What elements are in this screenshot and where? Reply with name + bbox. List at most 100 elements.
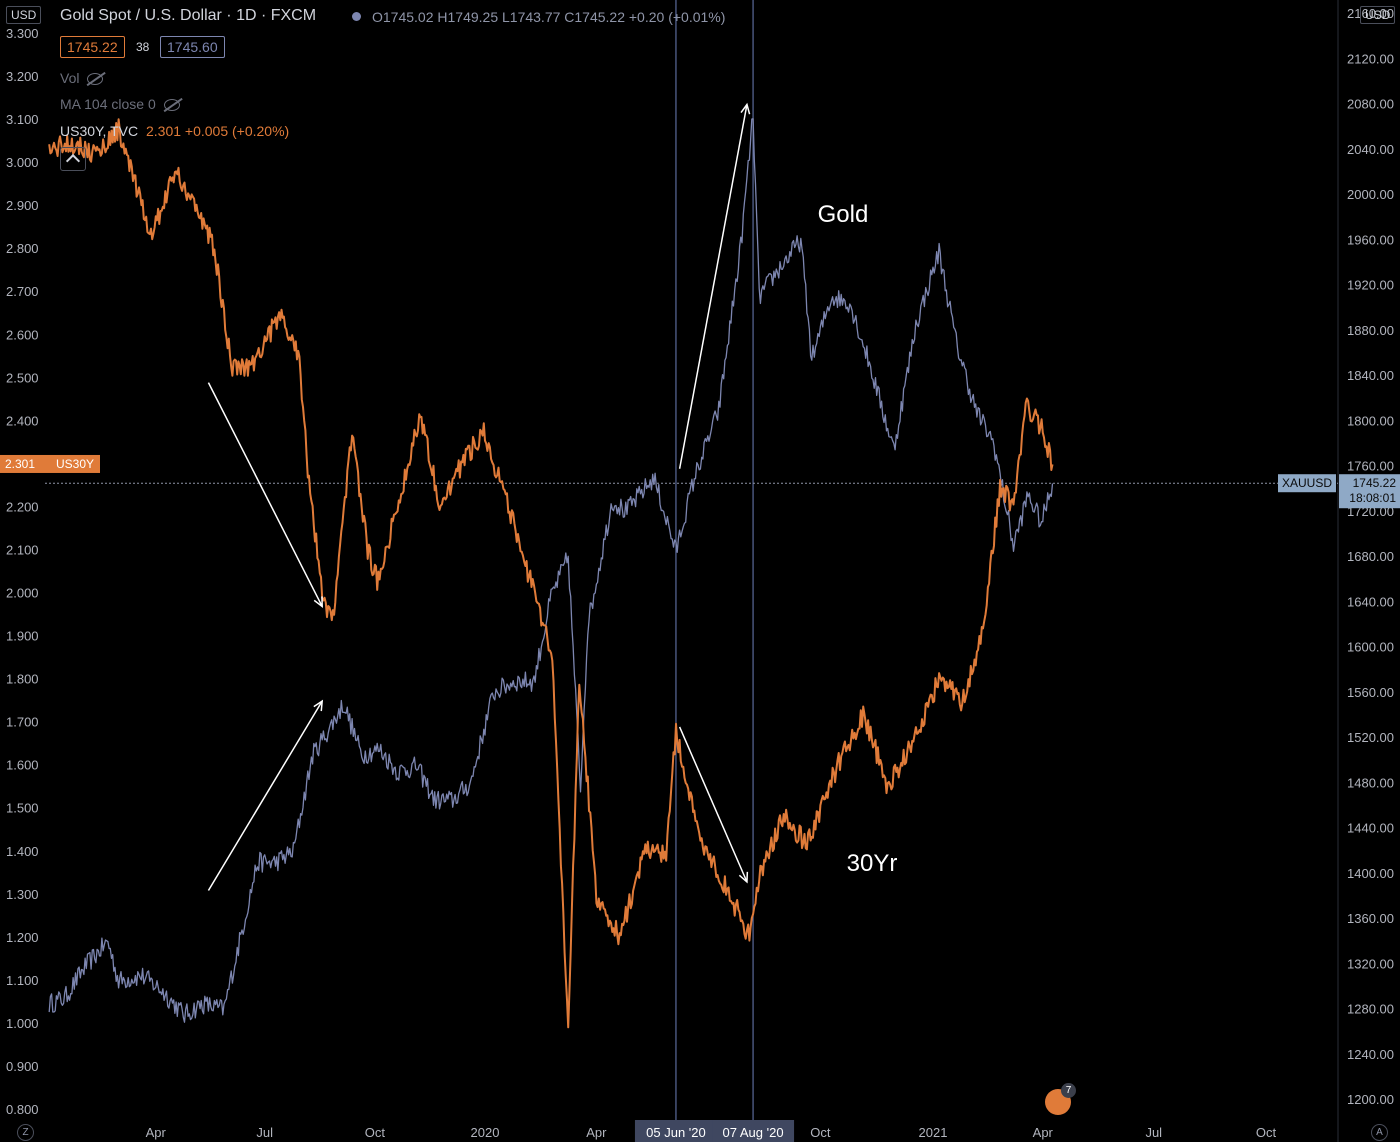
time-axis-tick-label: 05 Jun '20 <box>646 1125 706 1140</box>
left-axis-tick-label: 1.400 <box>6 844 39 859</box>
time-axis-tick-label: Oct <box>810 1125 831 1140</box>
trend-arrow-line <box>678 726 748 883</box>
trend-arrow-head <box>740 102 751 115</box>
left-axis-tick-label: 1.300 <box>6 887 39 902</box>
collapse-legend-button[interactable] <box>60 147 86 171</box>
xauusd-price-marker-value: 1745.22 <box>1353 476 1397 490</box>
right-axis-tick-label: 1480.00 <box>1347 775 1394 790</box>
annotation-arrows <box>207 102 751 891</box>
symbol-title[interactable]: Gold Spot / U.S. Dollar · 1D · FXCM <box>60 7 317 24</box>
time-axis-tick-label: Oct <box>1256 1125 1277 1140</box>
time-axis-tick-label: 07 Aug '20 <box>723 1125 784 1140</box>
us30y-price-marker-symbol: US30Y <box>56 457 94 471</box>
left-currency-badge[interactable]: USD <box>6 6 42 24</box>
left-axis-tick-label: 0.800 <box>6 1102 39 1117</box>
left-axis-tick-label: 2.700 <box>6 284 39 299</box>
left-axis-tick-label: 2.800 <box>6 241 39 256</box>
time-axis[interactable]: Apr Jul Oct 2020 Apr 05 Jun '20 07 Aug '20 Oct 2… <box>146 1120 1277 1142</box>
left-axis-tick-label: 2.600 <box>6 327 39 342</box>
hidden-eye-icon[interactable] <box>163 99 180 112</box>
time-axis-tick-label: Apr <box>586 1125 607 1140</box>
left-axis-tick-label: 2.200 <box>6 499 39 514</box>
spread-value: 38 <box>136 40 150 54</box>
ma-indicator-row[interactable]: MA 104 close 0 <box>60 96 180 112</box>
series-layer <box>48 118 1054 1029</box>
left-price-axis[interactable]: 3.300 3.200 3.100 3.000 2.900 2.800 2.700 2.600… <box>6 26 39 1117</box>
right-axis-tick-label: 2120.00 <box>1347 51 1394 66</box>
us30y-price-marker-value: 2.301 <box>5 457 35 471</box>
right-axis-tick-label: 1200.00 <box>1347 1092 1394 1107</box>
ask-price-box[interactable]: 1745.60 <box>160 36 225 58</box>
right-axis-tick-label: 1640.00 <box>1347 594 1394 609</box>
right-axis-tick-label: 1240.00 <box>1347 1047 1394 1062</box>
trend-arrow-head <box>313 699 324 712</box>
right-price-axis[interactable]: 2160.00 2120.00 2080.00 2040.00 2000.00 1960.… <box>1337 0 1394 1142</box>
left-axis-tick-label: 1.800 <box>6 672 39 687</box>
trend-arrow-head <box>738 871 749 884</box>
left-axis-tick-label: 1.900 <box>6 629 39 644</box>
left-axis-tick-label: 0.900 <box>6 1059 39 1074</box>
right-axis-tick-label: 1920.00 <box>1347 278 1394 293</box>
right-axis-tick-label: 2080.00 <box>1347 97 1394 112</box>
right-axis-tick-label: 1680.00 <box>1347 549 1394 564</box>
left-axis-tick-label: 2.900 <box>6 198 39 213</box>
left-axis-tick-label: 1.600 <box>6 758 39 773</box>
trend-arrow-head <box>313 596 323 608</box>
trend-arrow-line <box>207 382 323 607</box>
notification-count-badge: 7 <box>1061 1083 1076 1098</box>
right-axis-tick-label: 1960.00 <box>1347 232 1394 247</box>
trend-arrow-line <box>207 700 323 891</box>
right-axis-tick-label: 2160.00 <box>1347 6 1394 21</box>
right-axis-tick-label: 1280.00 <box>1347 1002 1394 1017</box>
left-axis-tick-label: 1.700 <box>6 715 39 730</box>
compare-symbol-label: US30Y, TVC <box>60 123 139 139</box>
left-axis-tick-label: 2.100 <box>6 542 39 557</box>
right-axis-tick-label: 1560.00 <box>1347 685 1394 700</box>
chevron-up-icon <box>65 153 81 169</box>
left-axis-tick-label: 1.000 <box>6 1016 39 1031</box>
yield-annotation-label[interactable]: 30Yr <box>847 850 898 877</box>
right-axis-tick-label: 1880.00 <box>1347 323 1394 338</box>
left-axis-tick-label: 3.000 <box>6 155 39 170</box>
left-axis-tick-label: 1.200 <box>6 930 39 945</box>
ma-indicator-label: MA 104 close 0 <box>60 96 156 112</box>
right-axis-tick-label: 2040.00 <box>1347 142 1394 157</box>
time-axis-tick-label: Apr <box>1033 1125 1054 1140</box>
xauusd-price-marker[interactable] <box>1339 474 1400 509</box>
time-axis-tick-label: Jul <box>1145 1125 1162 1140</box>
trend-arrow-line <box>678 104 748 469</box>
time-axis-tick-label: 2020 <box>471 1125 500 1140</box>
us30y-price-marker[interactable] <box>0 454 100 473</box>
left-axis-tick-label: 3.200 <box>6 69 39 84</box>
right-axis-tick-label: 2000.00 <box>1347 187 1394 202</box>
xauusd-symbol-tag[interactable] <box>1278 474 1336 493</box>
hidden-eye-icon[interactable] <box>87 73 104 86</box>
right-axis-tick-label: 1400.00 <box>1347 866 1394 881</box>
xauusd-countdown: 18:08:01 <box>1349 491 1396 505</box>
series-visibility-dot[interactable] <box>352 12 361 21</box>
time-axis-tick-label: Jul <box>256 1125 273 1140</box>
left-axis-tick-label: 1.500 <box>6 801 39 816</box>
right-axis-tick-label: 1320.00 <box>1347 956 1394 971</box>
time-axis-tick-label: 2021 <box>919 1125 948 1140</box>
right-axis-tick-label: 1840.00 <box>1347 368 1394 383</box>
selected-date-lines <box>675 0 754 1120</box>
notification-avatar[interactable]: 7 <box>1045 1083 1076 1115</box>
selected-date-highlight <box>712 1120 795 1142</box>
right-axis-tick-label: 1520.00 <box>1347 730 1394 745</box>
right-currency-badge[interactable]: USD <box>1360 6 1396 24</box>
volume-indicator-label: Vol <box>60 70 80 86</box>
right-axis-tick-label: 1360.00 <box>1347 911 1394 926</box>
volume-indicator-row[interactable]: Vol <box>60 70 104 86</box>
left-axis-tick-label: 3.300 <box>6 26 39 41</box>
gold-annotation-label[interactable]: Gold <box>818 201 869 228</box>
auto-scale-button[interactable]: A <box>1371 1124 1388 1141</box>
ohlc-readout: O1745.02 H1749.25 L1743.77 C1745.22 +0.2… <box>372 9 726 25</box>
xauusd-symbol-tag-label: XAUUSD <box>1282 476 1332 490</box>
zoom-reset-button[interactable]: Z <box>17 1124 34 1141</box>
bid-price-box[interactable]: 1745.22 <box>60 36 125 58</box>
compare-symbol-row[interactable]: US30Y, TVC 2.301 +0.005 (+0.20%) <box>60 123 289 139</box>
